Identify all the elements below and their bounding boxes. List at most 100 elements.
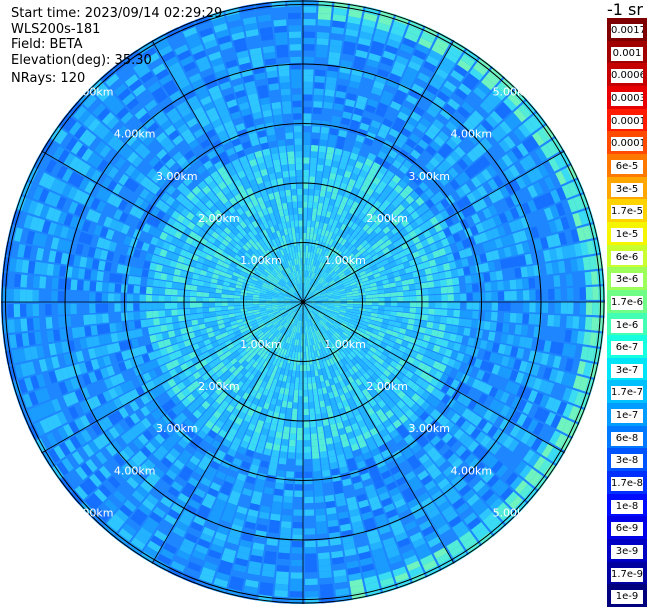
beta-cell (314, 69, 326, 77)
beta-cell (452, 497, 466, 510)
beta-cell (500, 333, 509, 344)
beta-cell (353, 526, 365, 536)
beta-cell (272, 344, 278, 352)
beta-cell (310, 318, 315, 325)
beta-cell (508, 323, 516, 334)
beta-cell (304, 503, 314, 510)
beta-cell (351, 365, 359, 373)
beta-cell (568, 344, 577, 358)
beta-cell (305, 307, 309, 314)
beta-cell (522, 349, 531, 361)
beta-cell (281, 514, 292, 522)
beta-cell (584, 316, 593, 331)
beta-cell (317, 388, 323, 396)
beta-cell (310, 364, 314, 371)
beta-cell (384, 356, 393, 365)
beta-cell (285, 413, 292, 421)
beta-cell (287, 458, 295, 466)
beta-cell (440, 383, 451, 394)
beta-cell (481, 330, 490, 340)
beta-cell (303, 415, 310, 422)
beta-cell (539, 394, 550, 408)
beta-cell (324, 314, 331, 319)
beta-cell (298, 220, 303, 227)
beta-cell (415, 307, 423, 314)
beta-cell (341, 321, 348, 327)
beta-cell (377, 331, 386, 338)
beta-cell (276, 50, 289, 58)
beta-cell (312, 464, 321, 472)
beta-cell (406, 379, 415, 389)
beta-cell (572, 316, 580, 329)
beta-cell (320, 133, 329, 141)
beta-cell (309, 332, 313, 339)
beta-cell (304, 521, 315, 529)
beta-cell (303, 188, 309, 196)
beta-cell (317, 19, 331, 27)
beta-cell (310, 433, 318, 441)
beta-cell (417, 491, 430, 503)
beta-cell (292, 100, 302, 108)
beta-cell (318, 348, 324, 356)
beta-cell (419, 411, 430, 422)
beta-cell (560, 372, 571, 386)
beta-cell (272, 159, 281, 167)
beta-cell (468, 457, 481, 470)
beta-cell (439, 558, 454, 571)
beta-cell (362, 569, 377, 579)
beta-cell (314, 316, 319, 323)
beta-cell (359, 505, 372, 515)
beta-cell (259, 581, 274, 590)
beta-cell (321, 341, 326, 348)
beta-cell (249, 554, 263, 563)
beta-cell (333, 306, 341, 310)
beta-cell (405, 370, 414, 379)
beta-cell (306, 306, 311, 313)
beta-cell (570, 359, 580, 374)
beta-cell (378, 390, 388, 400)
beta-cell (268, 429, 276, 438)
beta-cell (371, 305, 379, 310)
beta-cell (272, 501, 282, 509)
beta-cell (309, 338, 313, 346)
beta-cell (488, 412, 500, 424)
beta-cell (317, 546, 330, 554)
beta-cell (347, 397, 355, 406)
beta-cell (329, 317, 336, 323)
beta-cell (114, 283, 122, 293)
beta-cell (284, 388, 290, 396)
beta-cell (320, 306, 328, 310)
beta-cell (102, 313, 110, 324)
beta-cell (249, 463, 260, 473)
beta-cell (240, 493, 251, 503)
beta-cell (355, 370, 363, 378)
beta-cell (383, 369, 392, 378)
beta-cell (390, 560, 405, 571)
beta-cell (512, 442, 525, 456)
beta-cell (438, 500, 451, 513)
beta-cell (281, 327, 286, 334)
beta-cell (96, 324, 105, 335)
beta-cell (289, 382, 295, 390)
beta-cell (277, 332, 283, 339)
beta-cell (555, 342, 564, 356)
beta-cell (442, 465, 455, 477)
beta-cell (201, 498, 214, 509)
beta-cell (297, 352, 301, 359)
beta-cell (315, 56, 327, 65)
beta-cell (274, 405, 281, 413)
beta-cell (329, 358, 335, 366)
beta-cell (366, 385, 375, 394)
beta-cell (291, 559, 303, 567)
beta-cell (303, 408, 309, 416)
beta-cell (319, 310, 326, 315)
beta-cell (305, 307, 309, 314)
beta-cell (145, 286, 153, 295)
beta-cell (352, 307, 360, 311)
beta-cell (379, 341, 388, 349)
beta-cell (210, 482, 222, 492)
beta-cell (307, 345, 311, 353)
beta-cell (582, 331, 591, 346)
beta-cell (289, 44, 302, 51)
beta-cell (365, 457, 375, 466)
